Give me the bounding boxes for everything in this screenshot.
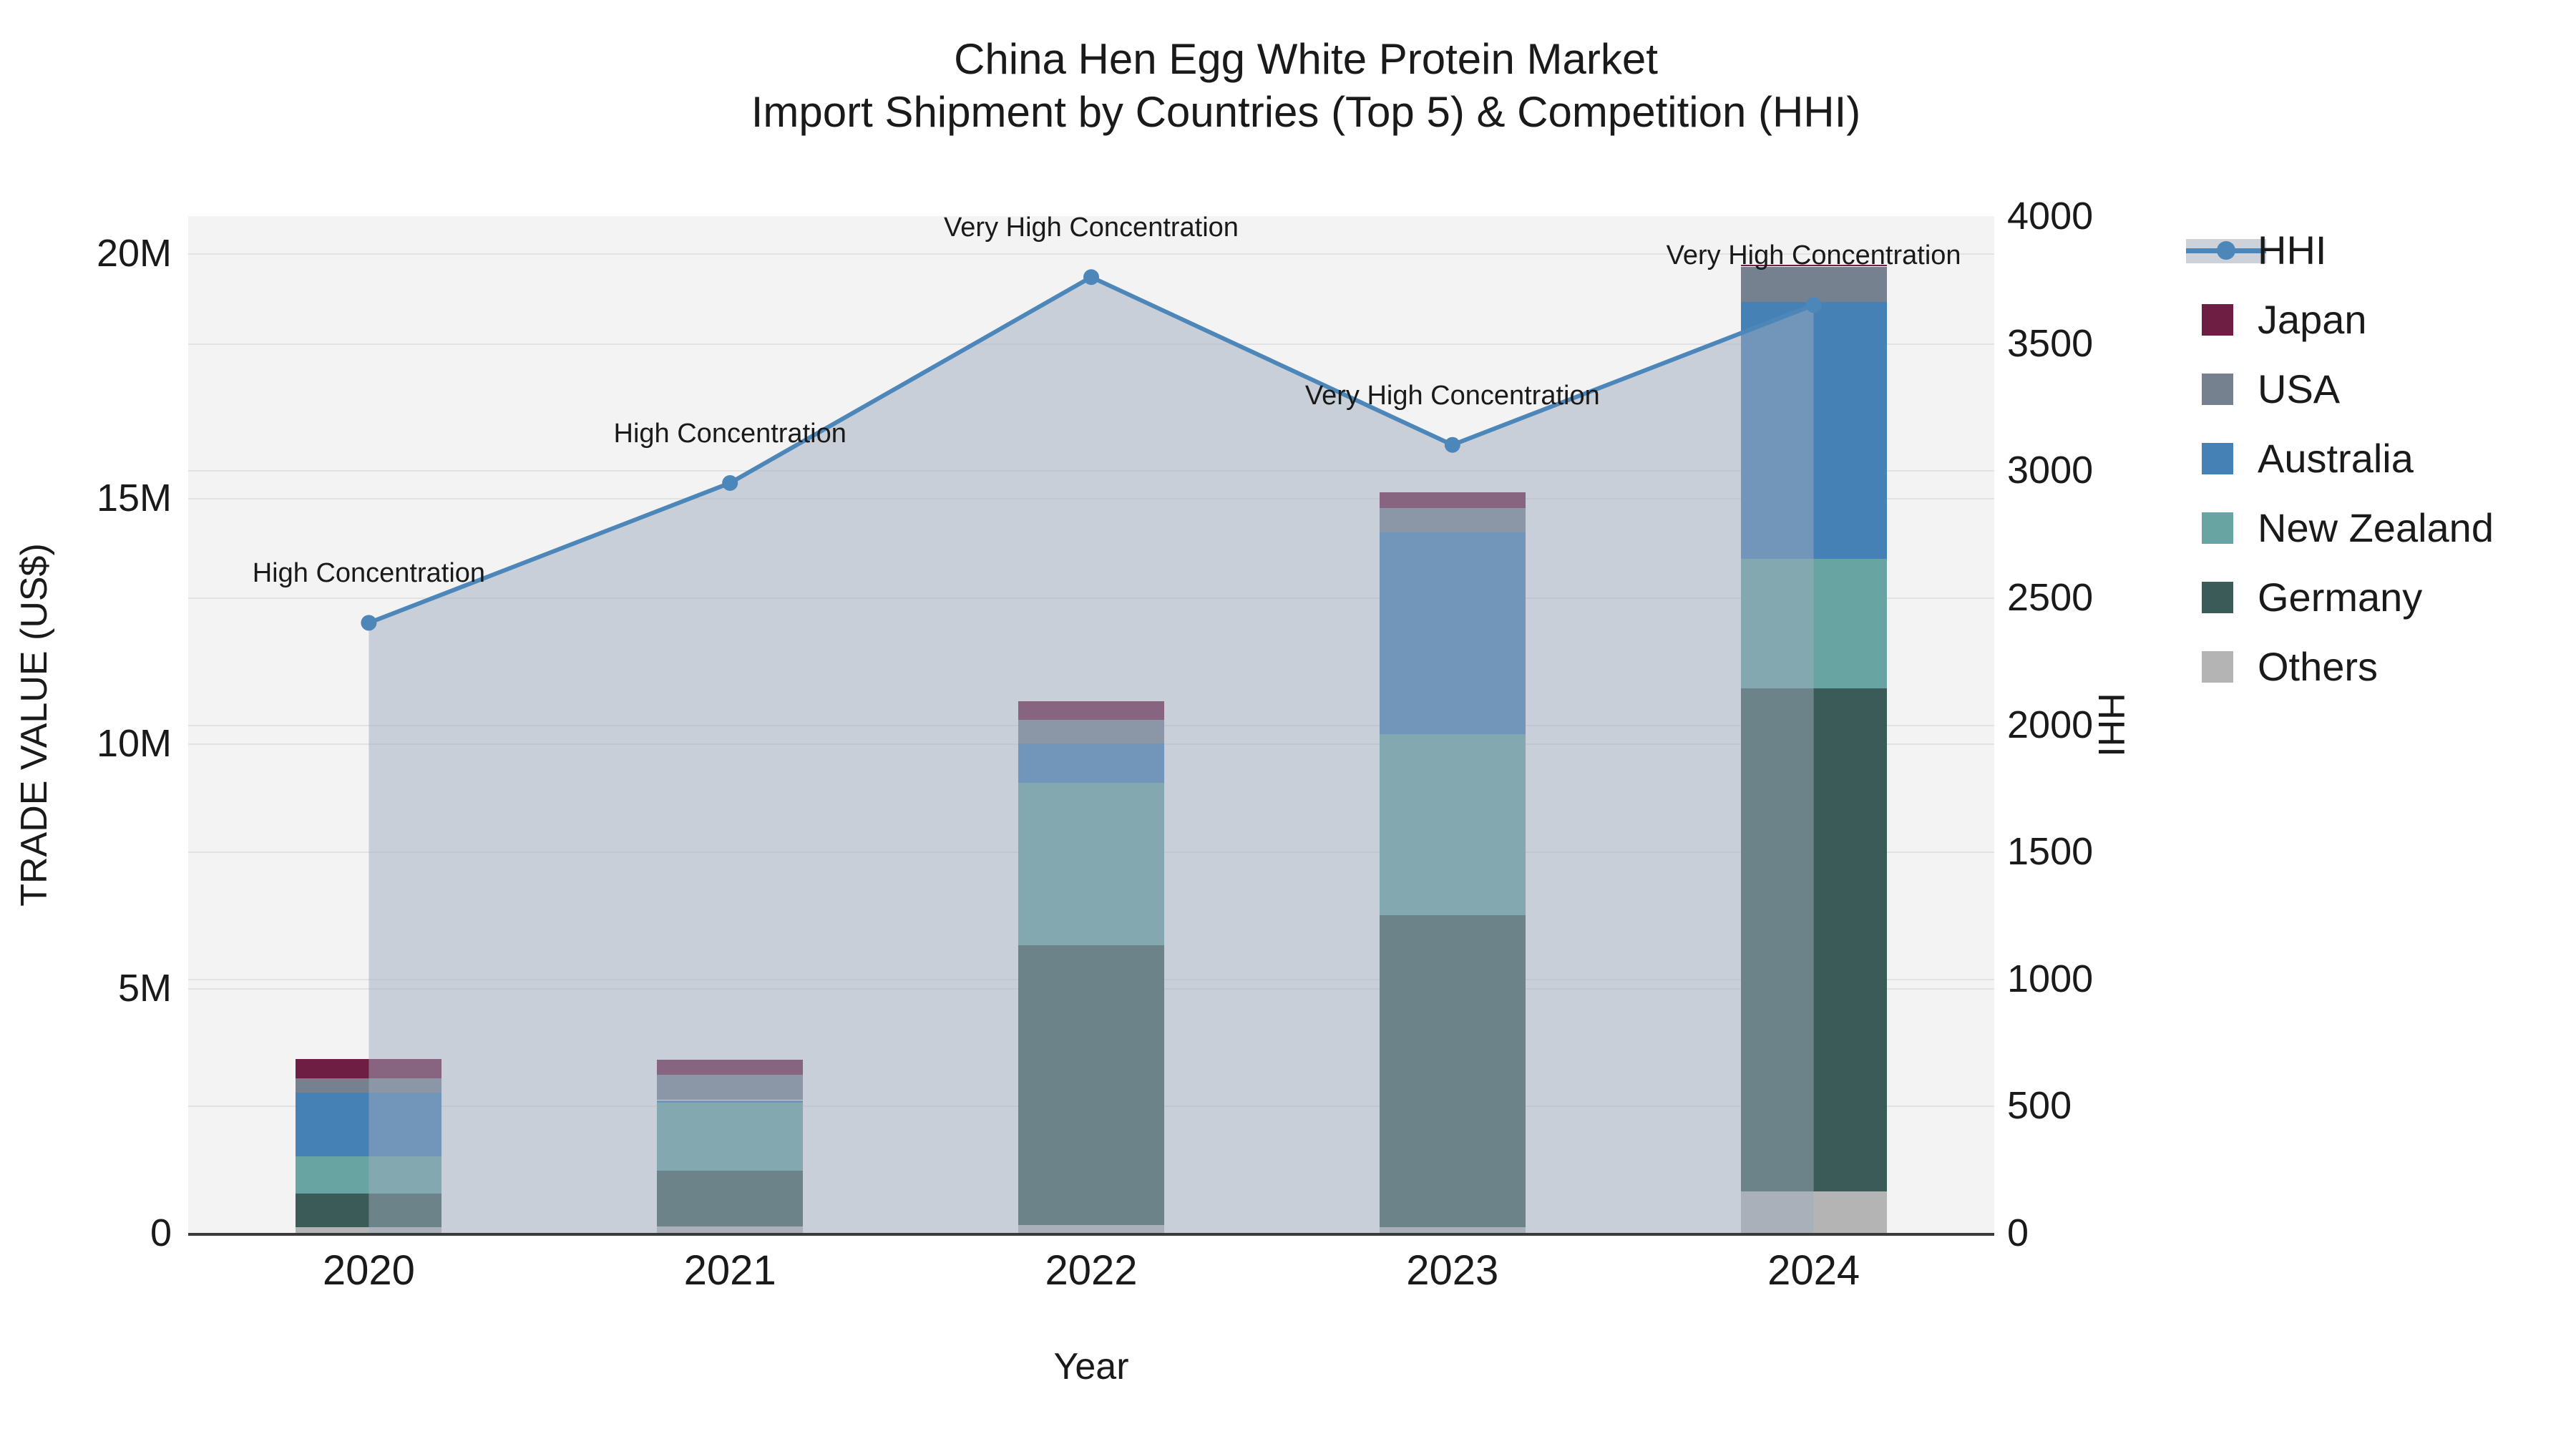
x-tick-2023: 2023 [1406,1247,1499,1294]
hhi-annotation-2024: Very High Concentration [1666,240,1961,271]
legend-swatch-usa [2202,374,2233,405]
y-right-tick-1000: 1000 [2007,957,2094,1000]
hhi-marker-2021 [722,475,738,492]
y-right-tick-2000: 2000 [2007,703,2094,746]
bar-2020-others [296,1227,442,1233]
legend-label: Germany [2258,575,2423,620]
legend-label: HHI [2258,228,2327,273]
x-tick-2024: 2024 [1767,1247,1860,1294]
legend-swatch-japan [2202,304,2233,336]
y-right-tick-2500: 2500 [2007,575,2094,619]
hhi-annotation-2020: High Concentration [252,558,486,589]
legend-item-usa: USA [2186,368,2558,411]
x-tick-2020: 2020 [322,1247,415,1294]
gridline-left-20M [188,253,1994,255]
x-tick-2021: 2021 [683,1247,776,1294]
y-left-tick-5M: 5M [117,966,172,1010]
hhi-annotation-2023: Very High Concentration [1304,380,1600,411]
y-right-tick-4000: 4000 [2007,195,2094,238]
legend-hhi-marker [2217,241,2235,260]
bar-2024-japan [1740,264,1887,267]
hhi-marker-2022 [1083,269,1099,286]
chart-title-line1: China Hen Egg White Protein Market [954,35,1658,83]
legend-label: Japan [2258,297,2367,342]
legend-item-australia: Australia [2186,437,2558,480]
legend-label: New Zealand [2258,505,2494,550]
y-right-tick-1500: 1500 [2007,830,2094,874]
y-left-tick-20M: 20M [96,232,172,275]
hhi-annotation-2021: High Concentration [613,419,847,449]
hhi-area-fill [369,277,1814,1233]
y-left-tick-0: 0 [150,1211,172,1254]
y-left-tick-10M: 10M [96,721,172,765]
legend-swatch-new-zealand [2202,512,2233,544]
legend-item-japan: Japan [2186,298,2558,341]
y-right-tick-500: 500 [2007,1084,2072,1128]
legend-swatch-australia [2202,443,2233,474]
legend-label: Australia [2258,436,2414,481]
x-axis-line [188,1233,1994,1236]
legend-swatch-others [2202,651,2233,683]
legend-item-germany: Germany [2186,576,2558,619]
hhi-marker-2023 [1444,436,1460,453]
hhi-marker-2020 [361,615,377,631]
x-tick-2022: 2022 [1045,1247,1138,1294]
y-left-tick-15M: 15M [96,477,172,520]
legend-item-others: Others [2186,645,2558,688]
legend-item-new-zealand: New Zealand [2186,507,2558,550]
y-right-tick-3500: 3500 [2007,321,2094,365]
legend-item-hhi: HHI [2186,229,2558,272]
hhi-marker-2024 [1805,297,1822,313]
legend-swatch-germany [2202,582,2233,613]
y-right-tick-0: 0 [2007,1211,2029,1254]
chart-title-line2: Import Shipment by Countries (Top 5) & C… [751,88,1861,136]
legend-label: Others [2258,644,2379,689]
bar-2024-usa [1740,266,1887,303]
legend-label: USA [2258,366,2341,411]
y-right-tick-3000: 3000 [2007,449,2094,492]
hhi-annotation-2022: Very High Concentration [944,213,1239,243]
x-axis-label: Year [1053,1346,1129,1387]
